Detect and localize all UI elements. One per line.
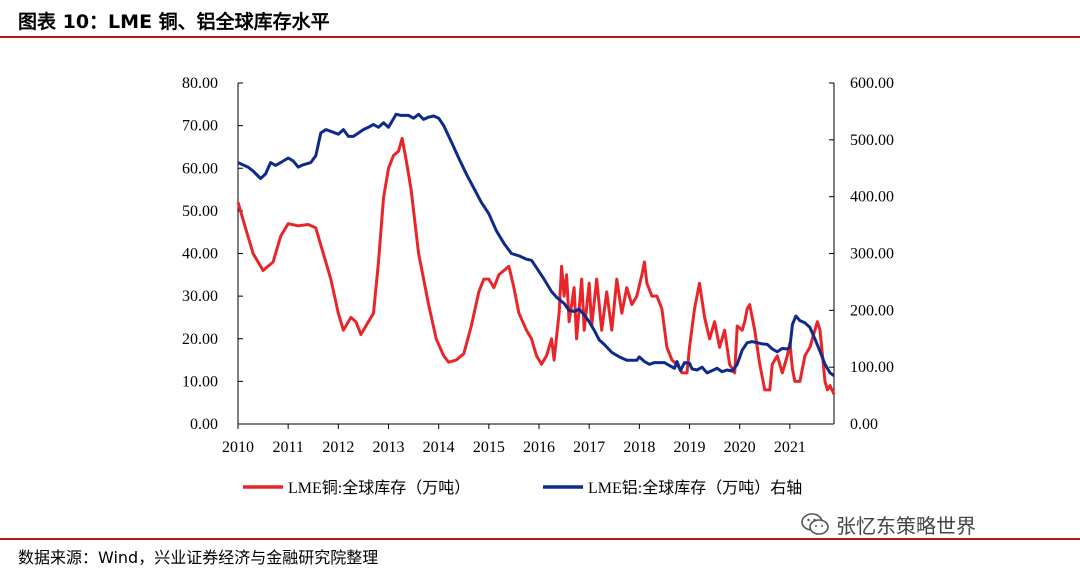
wechat-icon (801, 513, 829, 535)
left-axis-tick-label: 80.00 (182, 75, 218, 92)
x-axis-tick-label: 2010 (222, 439, 254, 456)
x-axis-tick-label: 2018 (623, 439, 655, 456)
copper-stock-line (236, 136, 836, 395)
right-axis-tick-label: 200.00 (850, 302, 894, 319)
tick-labels-group: 0.00 10.00 20.00 30.00 40.00 50.00 60.00 70.00 8… (182, 75, 894, 456)
right-axis-tick-label: 300.00 (850, 246, 894, 263)
source-note: 数据来源：Wind，兴业证券经济与金融研究院整理 (18, 548, 379, 567)
x-axis-tick-label: 2013 (373, 439, 405, 456)
x-axis-tick-label: 2020 (724, 439, 756, 456)
x-axis-tick-label: 2017 (573, 439, 605, 456)
right-axis-tick-label: 500.00 (850, 132, 894, 149)
right-axis-tick-label: 400.00 (850, 189, 894, 206)
left-axis-tick-label: 40.00 (182, 246, 218, 263)
aluminum-stock-line (237, 112, 835, 377)
series-group (236, 112, 836, 395)
right-axis-tick-label: 100.00 (850, 359, 894, 376)
left-axis-tick-label: 10.00 (182, 373, 218, 390)
watermark: 张忆东策略世界 (800, 508, 976, 540)
footer-rule (0, 538, 1080, 540)
left-axis-tick-label: 30.00 (182, 288, 218, 305)
watermark-text: 张忆东策略世界 (836, 513, 976, 538)
legend: LME铜:全球库存（万吨） LME铝:全球库存（万吨）右轴 (243, 479, 802, 497)
legend-label-copper: LME铜:全球库存（万吨） (288, 479, 470, 497)
x-axis-tick-label: 2019 (674, 439, 706, 456)
left-axis-tick-label: 0.00 (190, 416, 218, 433)
x-axis-tick-label: 2021 (774, 439, 806, 456)
title-rule (0, 36, 1080, 38)
x-axis-tick-label: 2011 (272, 439, 303, 456)
left-axis-tick-label: 50.00 (182, 203, 218, 220)
left-axis-tick-label: 60.00 (182, 160, 218, 177)
figure-title: 图表 10：LME 铜、铝全球库存水平 (18, 11, 330, 33)
x-axis-tick-label: 2015 (473, 439, 505, 456)
x-axis-tick-label: 2012 (322, 439, 354, 456)
left-axis-tick-label: 70.00 (182, 118, 218, 135)
x-axis-tick-label: 2014 (423, 439, 455, 456)
legend-label-aluminum: LME铝:全球库存（万吨）右轴 (588, 479, 802, 497)
right-axis-tick-label: 0.00 (850, 416, 878, 433)
axes-group (237, 82, 835, 429)
x-axis-tick-label: 2016 (523, 439, 555, 456)
right-axis-tick-label: 600.00 (850, 75, 894, 92)
left-axis-tick-label: 20.00 (182, 331, 218, 348)
